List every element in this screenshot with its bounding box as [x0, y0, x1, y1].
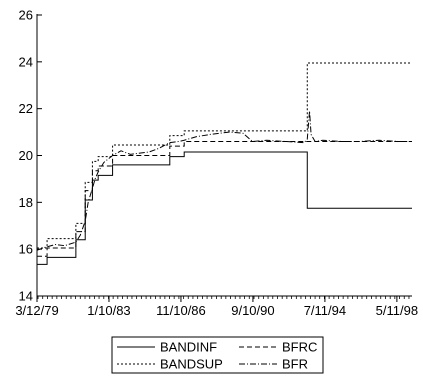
series-line-bfrc [37, 140, 412, 257]
x-tick-label: 9/10/90 [231, 303, 274, 318]
legend-box [111, 336, 324, 374]
y-tick-label: 26 [19, 8, 33, 23]
y-tick-label: 20 [19, 148, 33, 163]
y-tick-label: 16 [19, 242, 33, 257]
y-tick-label: 22 [19, 101, 33, 116]
series-line-bandinf [37, 151, 412, 265]
series-line-bandsup [37, 62, 412, 249]
legend-label-bandsup: BANDSUP [160, 357, 223, 372]
x-axis: 3/12/79 1/10/83 11/10/86 9/10/90 7/11/94 5/11… [15, 295, 418, 318]
series-line-bfr [36, 110, 412, 251]
x-tick-label: 7/11/94 [304, 303, 346, 318]
plot-area [36, 62, 412, 265]
x-tick-label: 5/11/98 [376, 303, 418, 318]
x-tick-label: 1/10/83 [87, 303, 130, 318]
y-axis: 14 16 18 20 22 24 26 [19, 8, 42, 304]
y-tick-label: 24 [19, 54, 33, 69]
legend-label-bandinf: BANDINF [160, 340, 217, 355]
x-tick-label: 11/10/86 [156, 303, 206, 318]
legend-label-bfrc: BFRC [282, 340, 317, 355]
x-tick-label: 3/12/79 [15, 303, 58, 318]
legend: BANDINF BANDSUP BFRC BFR [111, 336, 324, 374]
legend-label-bfr: BFR [282, 357, 308, 372]
y-tick-label: 14 [19, 289, 33, 304]
y-tick-label: 18 [19, 195, 33, 210]
